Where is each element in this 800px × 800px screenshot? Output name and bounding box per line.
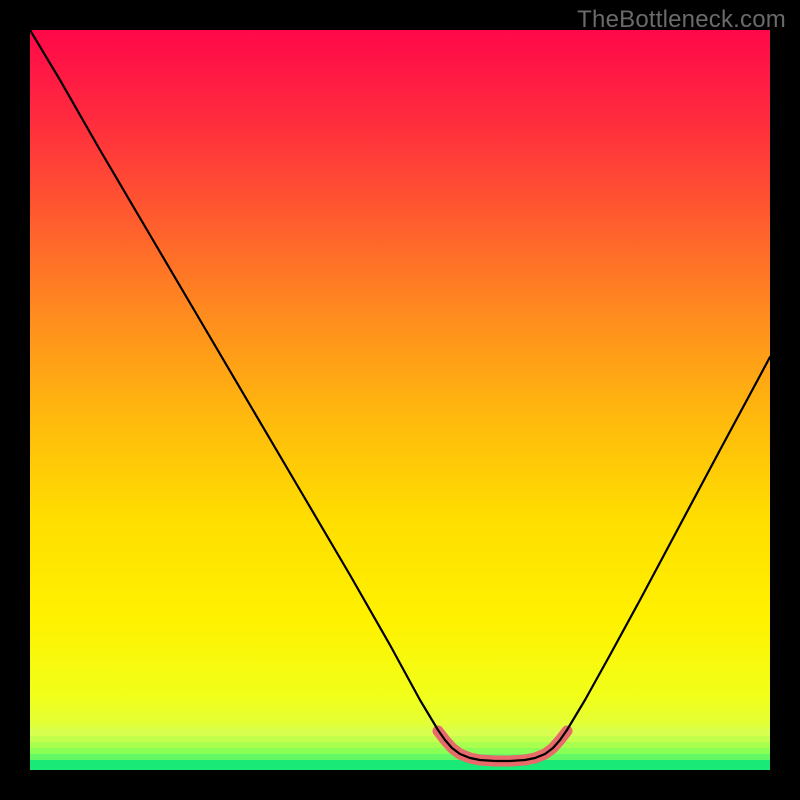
chart-container: TheBottleneck.com (0, 0, 800, 800)
watermark-text: TheBottleneck.com (577, 6, 786, 34)
bottleneck-chart (0, 0, 800, 800)
